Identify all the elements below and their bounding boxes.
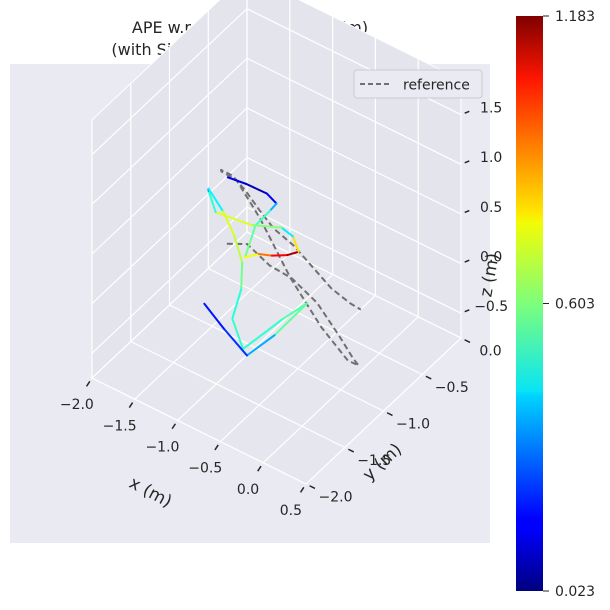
colorbar-label-max: 1.183 <box>555 9 595 25</box>
estimate-segment-8 <box>257 253 273 257</box>
y-tick-label-0: −2.0 <box>319 490 353 506</box>
z-tick-label-2: 0.5 <box>480 200 502 216</box>
estimate-segment-21 <box>231 288 243 320</box>
grid-z-1 <box>91 156 462 305</box>
x-tick-label-5: 0.5 <box>280 503 302 519</box>
y-tick-4 <box>464 339 471 344</box>
legend-frame <box>353 69 483 99</box>
plot-axes: −2.0 −1.5 −1.0 −0.5 0.0 0.5 −2.0 −1.5 −1.0 −0.5 0.… <box>10 0 508 543</box>
z-tick-4 <box>464 110 470 114</box>
estimate-segment-9 <box>270 254 289 257</box>
z-tick-label-1: 0.0 <box>480 249 502 265</box>
y-tick-0 <box>309 485 316 490</box>
estimate-segment-5 <box>249 224 257 242</box>
grid-y-4 <box>246 0 462 339</box>
estimate-segment-7 <box>244 253 260 259</box>
y-tick-label-4: 0.0 <box>479 344 501 360</box>
x-tick-1 <box>128 402 134 408</box>
colorbar-label-min: 0.023 <box>555 584 595 600</box>
grid-y-2 <box>168 47 384 412</box>
estimate-segment-10 <box>286 250 300 257</box>
estimate-segment-28 <box>203 302 225 330</box>
y-tick-3 <box>425 375 432 380</box>
estimate-segment-14 <box>214 211 253 227</box>
x-tick-5 <box>299 486 305 493</box>
x-tick-label-1: −1.5 <box>103 418 137 434</box>
y-tick-label-2: −1.0 <box>396 417 430 433</box>
x-tick-label-2: −1.0 <box>145 439 179 455</box>
colorbar-gradient <box>516 16 543 591</box>
grid-z-3 <box>91 57 462 205</box>
estimate-segment-13 <box>250 224 283 229</box>
estimate-segment-2 <box>265 192 278 205</box>
grid-z-2 <box>91 107 462 255</box>
estimate-segment-25 <box>273 302 309 337</box>
estimate-segment-1 <box>245 183 268 195</box>
estimate-segment-11 <box>291 235 300 253</box>
x-tick-label-4: 0.0 <box>237 482 259 498</box>
grid-z-0 <box>91 206 462 354</box>
y-tick-label-3: −0.5 <box>435 380 469 396</box>
z-tick-2 <box>464 209 470 214</box>
legend-reference-label: reference <box>403 78 470 94</box>
x-tick-label-0: −2.0 <box>60 397 94 413</box>
z-tick-1 <box>464 259 470 263</box>
z-tick-label-0: −0.5 <box>474 299 508 315</box>
y-tick-1 <box>348 448 355 453</box>
estimate-segment-26 <box>245 334 276 357</box>
grid-y-0 <box>91 120 307 485</box>
estimate-segment-23 <box>241 317 284 351</box>
grid-y-1 <box>130 83 346 449</box>
estimate-segment-4 <box>254 209 272 227</box>
x-tick-4 <box>257 465 262 472</box>
z-tick-3 <box>464 160 470 164</box>
grid-y-3 <box>207 10 423 376</box>
estimate-segment-27 <box>222 327 248 357</box>
x-tick-label-3: −0.5 <box>188 461 222 477</box>
x-tick-0 <box>85 380 91 387</box>
x-tick-3 <box>214 444 219 451</box>
z-tick-0 <box>464 309 470 313</box>
colorbar: 1.183 0.603 0.023 <box>516 9 595 600</box>
y-tick-2 <box>386 412 393 417</box>
legend: reference <box>353 69 483 99</box>
colorbar-label-mid: 0.603 <box>555 297 595 313</box>
estimate-segment-17 <box>207 187 225 213</box>
z-tick-label-4: 1.5 <box>480 101 502 117</box>
estimate-segment-19 <box>233 234 244 264</box>
estimate-segment-15 <box>207 189 217 214</box>
z-tick-label-3: 1.0 <box>480 150 502 166</box>
plot-data <box>203 168 362 367</box>
estimate-segment-0 <box>226 176 248 186</box>
estimate-segment-6 <box>244 239 252 259</box>
x-tick-2 <box>171 423 177 430</box>
estimate-segment-12 <box>280 226 294 238</box>
estimate-segment-20 <box>240 261 244 291</box>
y-tick-label-1: −1.5 <box>357 453 391 469</box>
estimate-segment-18 <box>222 210 236 237</box>
estimate-segment-22 <box>231 317 244 351</box>
estimate-segment-3 <box>269 202 278 212</box>
